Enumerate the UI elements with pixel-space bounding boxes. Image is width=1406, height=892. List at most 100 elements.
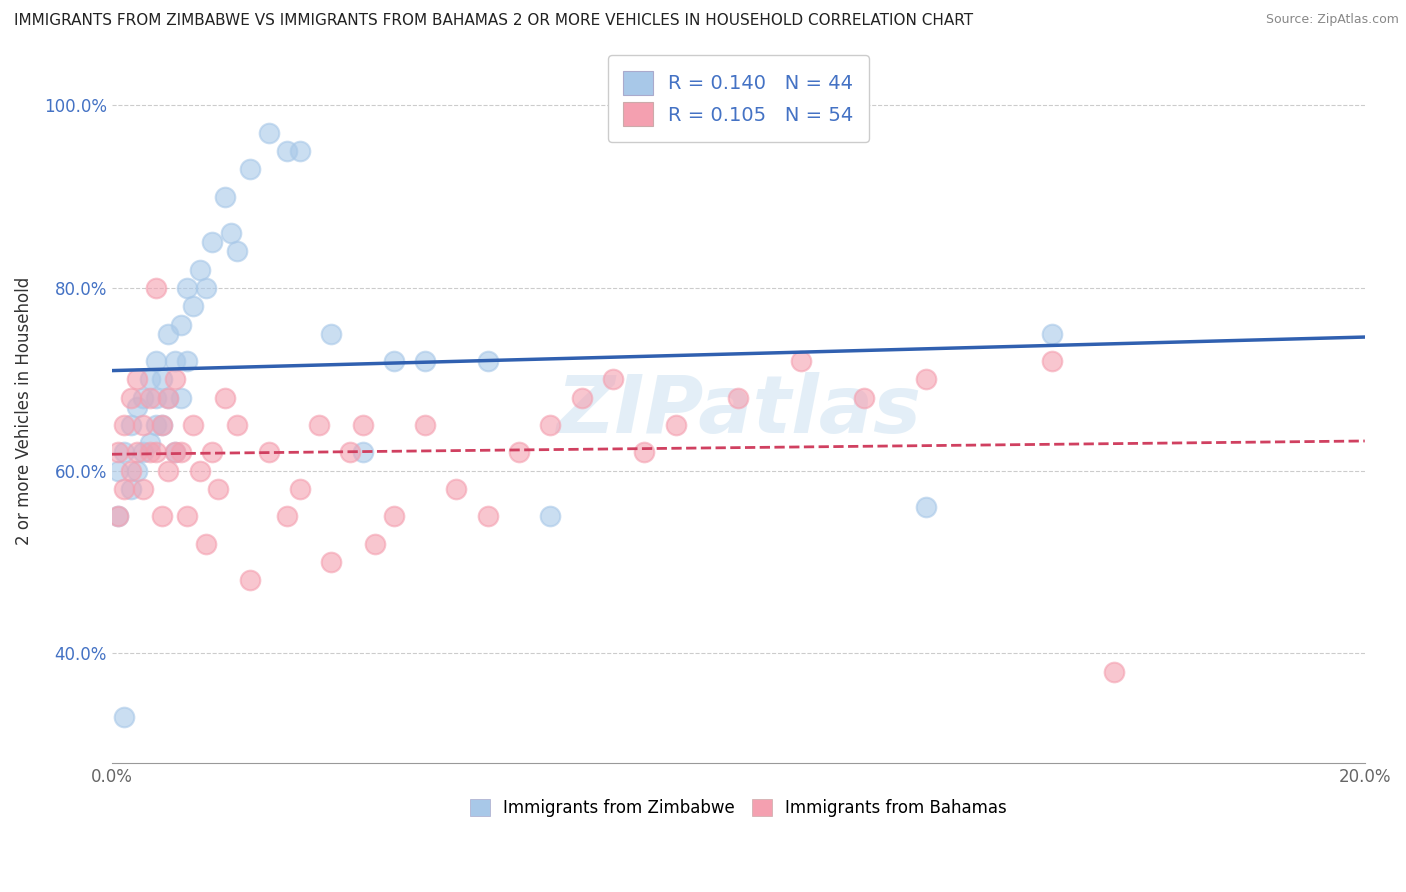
Text: IMMIGRANTS FROM ZIMBABWE VS IMMIGRANTS FROM BAHAMAS 2 OR MORE VEHICLES IN HOUSEH: IMMIGRANTS FROM ZIMBABWE VS IMMIGRANTS F… (14, 13, 973, 29)
Point (114, 418, 136, 433)
Point (114, 710, 136, 724)
Point (120, 418, 142, 433)
Point (413, 418, 436, 433)
Point (163, 445, 186, 459)
Point (163, 354, 186, 368)
Point (201, 445, 224, 459)
Point (257, 126, 280, 140)
Point (163, 372, 186, 386)
Point (150, 418, 173, 433)
Point (125, 464, 148, 478)
Point (321, 326, 343, 341)
Point (194, 537, 217, 551)
Point (138, 372, 160, 386)
Point (214, 391, 236, 405)
Point (107, 509, 129, 524)
Point (176, 281, 198, 295)
Point (138, 445, 160, 459)
Point (145, 418, 167, 433)
Point (538, 418, 561, 433)
Point (138, 436, 160, 450)
Point (132, 391, 155, 405)
Point (107, 509, 129, 524)
Point (120, 464, 142, 478)
Point (508, 445, 530, 459)
Point (915, 372, 938, 386)
Point (382, 509, 405, 524)
Point (288, 482, 311, 496)
Point (188, 464, 211, 478)
Point (364, 537, 387, 551)
Point (257, 445, 280, 459)
Point (132, 445, 155, 459)
Point (183, 299, 205, 313)
Point (132, 418, 155, 433)
Point (727, 391, 749, 405)
Point (125, 400, 148, 414)
Point (352, 445, 374, 459)
Point (125, 372, 148, 386)
Point (107, 445, 129, 459)
Point (239, 574, 262, 588)
Y-axis label: 2 or more Vehicles in Household: 2 or more Vehicles in Household (15, 277, 32, 546)
Point (352, 418, 374, 433)
Point (226, 418, 249, 433)
Point (446, 482, 468, 496)
Point (194, 281, 217, 295)
Point (207, 482, 229, 496)
Point (163, 445, 186, 459)
Point (188, 262, 211, 277)
Point (145, 281, 167, 295)
Point (170, 445, 193, 459)
Point (321, 555, 343, 569)
Point (120, 482, 142, 496)
Point (1040, 354, 1063, 368)
Point (145, 354, 167, 368)
Point (1102, 665, 1125, 679)
Point (176, 509, 198, 524)
Point (1040, 326, 1063, 341)
Point (157, 326, 180, 341)
Point (219, 226, 242, 240)
Point (239, 162, 262, 177)
Point (665, 418, 688, 433)
Point (339, 445, 361, 459)
Point (308, 418, 330, 433)
Text: Source: ZipAtlas.com: Source: ZipAtlas.com (1265, 13, 1399, 27)
Point (915, 500, 938, 515)
Point (170, 391, 193, 405)
Point (226, 244, 249, 259)
Point (276, 144, 298, 158)
Point (633, 445, 655, 459)
Point (150, 418, 173, 433)
Point (145, 445, 167, 459)
Point (176, 354, 198, 368)
Point (288, 144, 311, 158)
Point (214, 189, 236, 203)
Point (571, 391, 593, 405)
Point (150, 509, 173, 524)
Point (114, 445, 136, 459)
Point (183, 418, 205, 433)
Point (150, 372, 173, 386)
Point (157, 391, 180, 405)
Legend: Immigrants from Zimbabwe, Immigrants from Bahamas: Immigrants from Zimbabwe, Immigrants fro… (461, 790, 1015, 825)
Point (157, 391, 180, 405)
Point (413, 354, 436, 368)
Point (120, 391, 142, 405)
Point (477, 509, 499, 524)
Point (276, 509, 298, 524)
Point (790, 354, 813, 368)
Point (170, 318, 193, 332)
Point (125, 445, 148, 459)
Point (382, 354, 405, 368)
Point (132, 482, 155, 496)
Point (114, 482, 136, 496)
Point (157, 464, 180, 478)
Point (477, 354, 499, 368)
Text: ZIPatlas: ZIPatlas (555, 372, 921, 450)
Point (138, 391, 160, 405)
Point (852, 391, 875, 405)
Point (538, 509, 561, 524)
Point (107, 464, 129, 478)
